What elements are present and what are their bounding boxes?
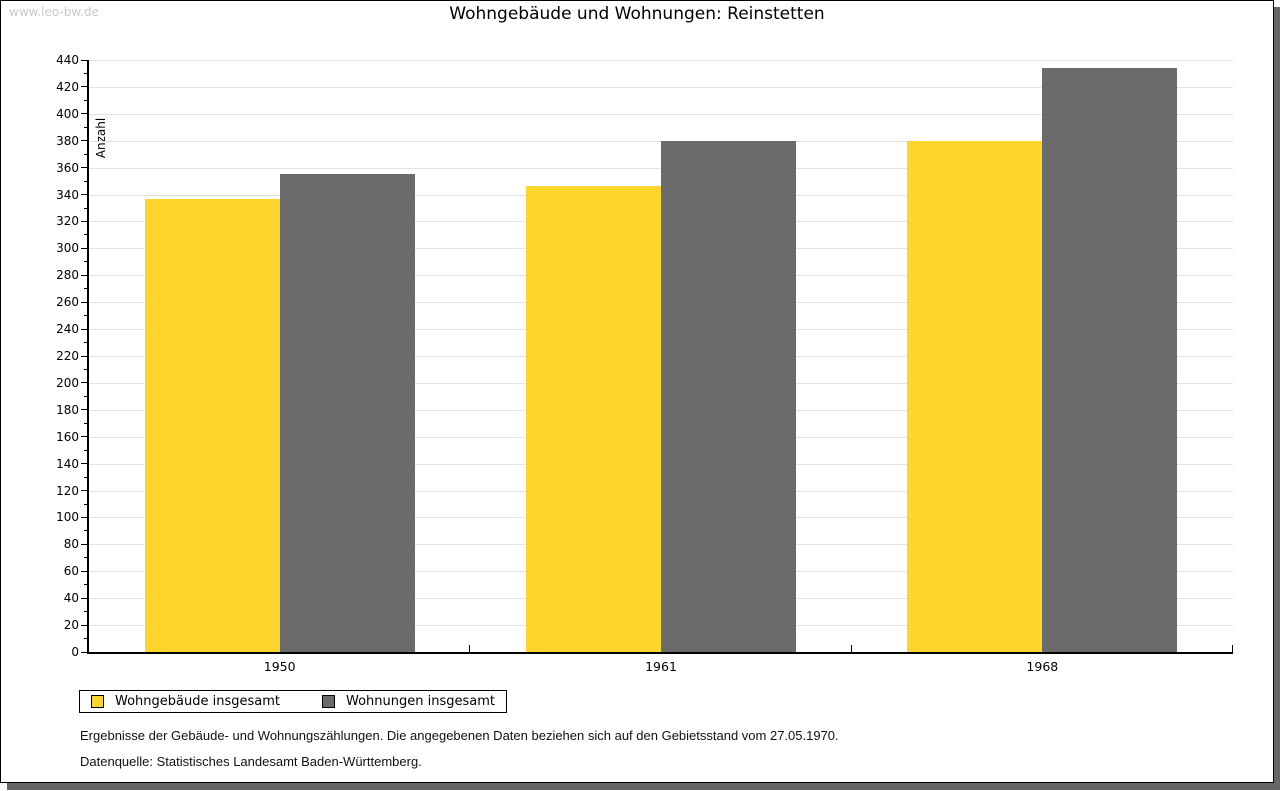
y-axis-tick — [81, 463, 87, 465]
y-axis-tick-label: 40 — [63, 591, 79, 606]
legend-label-wohngebaeude: Wohngebäude insgesamt — [115, 694, 280, 709]
y-axis-tick-label: 300 — [56, 241, 79, 256]
y-axis-tick-label: 240 — [56, 322, 79, 337]
y-axis-tick — [81, 113, 87, 115]
y-axis-tick-label: 180 — [56, 402, 79, 417]
y-axis-minor-tick — [84, 611, 87, 613]
legend-swatch-wohnungen — [322, 695, 335, 708]
x-axis-label: 1961 — [645, 659, 677, 674]
y-axis-tick-label: 100 — [56, 510, 79, 525]
y-gridline — [89, 60, 1233, 61]
y-axis-tick — [81, 490, 87, 492]
y-axis-tick-label: 280 — [56, 268, 79, 283]
legend: Wohngebäude insgesamt Wohnungen insgesam… — [79, 690, 507, 713]
y-axis-tick-label: 120 — [56, 483, 79, 498]
y-axis-minor-tick — [84, 153, 87, 155]
y-axis-tick — [81, 220, 87, 222]
y-gridline — [89, 86, 1233, 88]
footnote: Ergebnisse der Gebäude- und Wohnungszähl… — [80, 728, 839, 743]
bar-1950-series-1 — [279, 174, 415, 652]
y-axis-tick-label: 0 — [71, 645, 79, 659]
bar-1961-series-1 — [661, 140, 796, 652]
y-axis-tick — [81, 59, 87, 61]
y-axis-minor-tick — [84, 557, 87, 559]
y-axis-tick — [81, 140, 87, 142]
y-axis-minor-tick — [84, 261, 87, 263]
y-axis-minor-tick — [84, 584, 87, 586]
y-axis-tick-label: 440 — [56, 53, 79, 67]
legend-label-wohnungen: Wohnungen insgesamt — [346, 694, 495, 709]
y-axis-tick — [81, 194, 87, 196]
x-axis-boundary-tick — [1232, 645, 1233, 652]
y-axis-tick-label: 340 — [56, 187, 79, 202]
y-axis-minor-tick — [84, 126, 87, 128]
y-axis-tick — [81, 274, 87, 276]
x-axis-label: 1968 — [1026, 659, 1059, 674]
watermark: www.leo-bw.de — [9, 5, 99, 19]
legend-item-wohngebaeude: Wohngebäude insgesamt — [91, 694, 280, 709]
y-axis-tick — [81, 651, 87, 653]
y-axis-tick — [81, 86, 87, 88]
y-axis-tick — [81, 301, 87, 303]
y-axis-tick — [81, 328, 87, 330]
y-axis-minor-tick — [84, 530, 87, 532]
y-axis-tick-label: 380 — [56, 133, 79, 148]
y-axis-tick — [81, 167, 87, 169]
y-axis-minor-tick — [84, 72, 87, 74]
plot-area: Anzahl 0 20 40 60 80 100 120 140 160 180 200 220 240… — [56, 53, 1233, 674]
data-source: Datenquelle: Statistisches Landesamt Bad… — [80, 754, 422, 769]
y-axis-tick — [81, 382, 87, 384]
y-axis-tick-label: 220 — [56, 349, 79, 363]
y-axis-tick-label: 60 — [63, 564, 79, 579]
bar-1950-series-0 — [144, 198, 280, 652]
y-axis-minor-tick — [84, 234, 87, 236]
bar-1968-series-0 — [907, 140, 1043, 652]
y-axis-tick-label: 260 — [56, 295, 79, 310]
y-axis-tick-label: 200 — [56, 375, 79, 390]
y-axis-minor-tick — [84, 315, 87, 317]
bar-1968-series-1 — [1042, 68, 1178, 652]
y-axis-tick-label: 160 — [56, 429, 79, 444]
y-axis-minor-tick — [84, 368, 87, 370]
y-axis-minor-tick — [84, 422, 87, 424]
y-axis-minor-tick — [84, 395, 87, 397]
y-axis-tick — [81, 624, 87, 626]
y-axis-minor-tick — [84, 342, 87, 344]
x-axis-boundary-tick — [469, 645, 471, 652]
y-axis-minor-tick — [84, 180, 87, 182]
x-axis-label: 1950 — [263, 659, 296, 674]
y-gridline — [89, 113, 1233, 115]
bar-1961-series-0 — [526, 186, 661, 652]
y-axis-tick — [81, 597, 87, 599]
legend-item-wohnungen: Wohnungen insgesamt — [322, 694, 495, 709]
y-axis-tick — [81, 516, 87, 518]
y-axis-tick — [81, 409, 87, 411]
y-axis-tick — [81, 355, 87, 357]
y-axis-tick — [81, 436, 87, 438]
y-axis-tick-label: 20 — [63, 618, 79, 633]
y-axis-minor-tick — [84, 503, 87, 505]
legend-swatch-wohngebaeude — [91, 695, 104, 708]
y-axis-minor-tick — [84, 449, 87, 451]
y-axis-minor-tick — [84, 207, 87, 209]
y-axis-tick-label: 80 — [63, 537, 79, 552]
y-axis-tick — [81, 247, 87, 249]
y-axis-tick-label: 140 — [56, 456, 79, 471]
y-axis-tick — [81, 543, 87, 545]
x-axis-boundary-tick — [850, 645, 852, 652]
y-axis-title: Anzahl — [94, 117, 108, 159]
y-axis-minor-tick — [84, 638, 87, 640]
y-axis-tick-label: 420 — [56, 79, 79, 94]
page-title: Wohngebäude und Wohnungen: Reinstetten — [449, 4, 825, 24]
y-axis-tick-label: 360 — [56, 160, 79, 175]
y-axis-minor-tick — [84, 99, 87, 101]
y-axis-tick-label: 400 — [56, 106, 79, 121]
y-axis-tick — [81, 570, 87, 572]
y-axis-minor-tick — [84, 476, 87, 478]
y-axis-tick-label: 320 — [56, 214, 79, 229]
y-axis-minor-tick — [84, 288, 87, 290]
